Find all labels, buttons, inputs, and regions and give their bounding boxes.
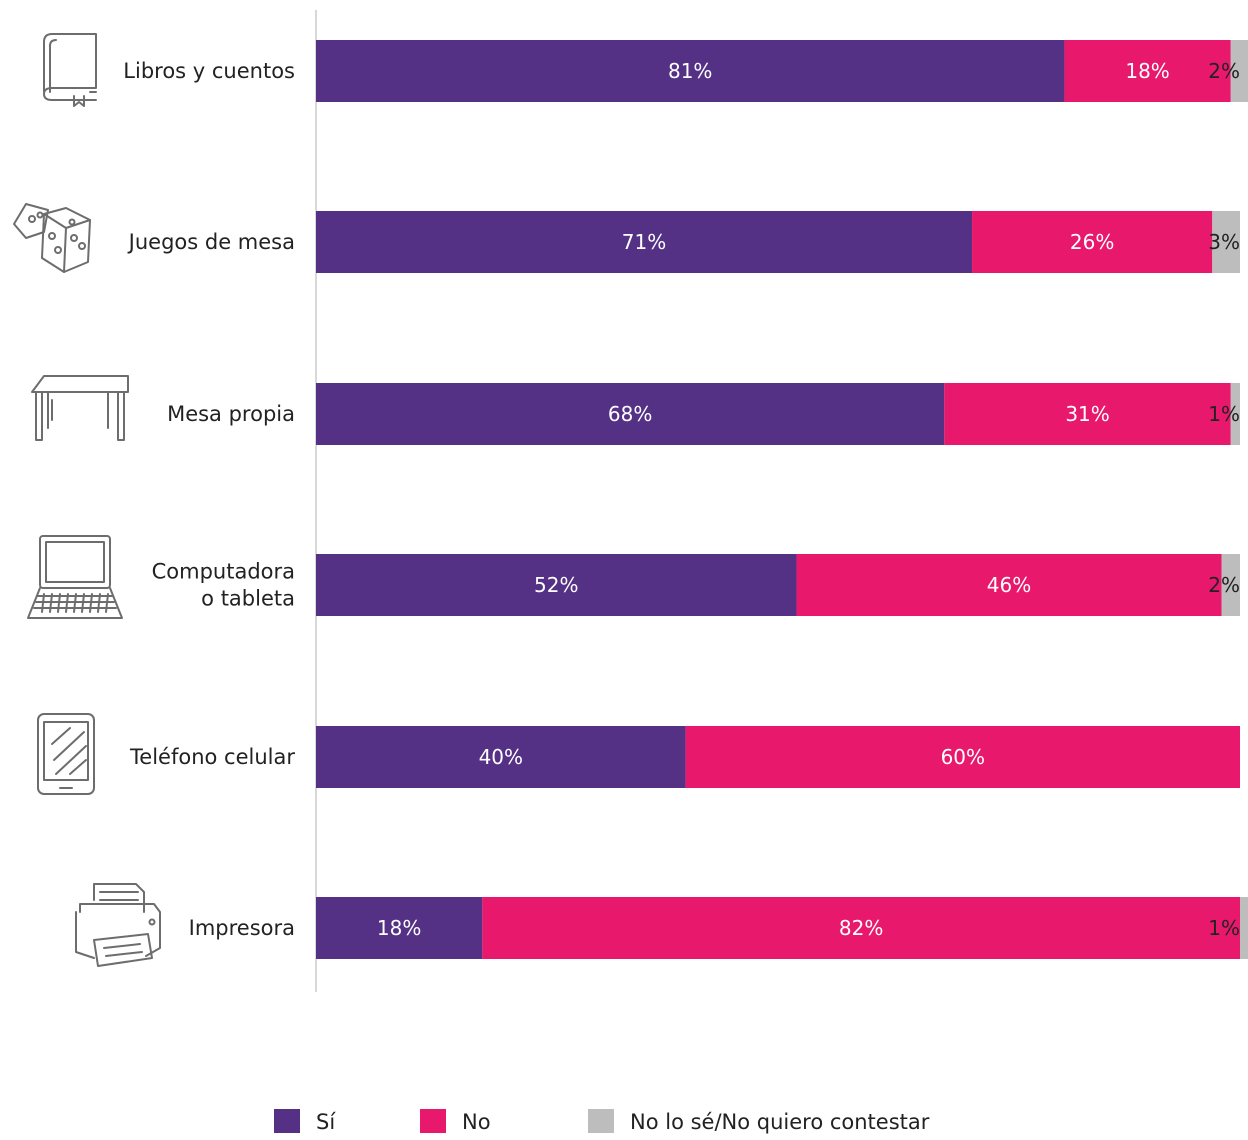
bar-segment [482, 897, 1240, 959]
bar-segment [685, 726, 1240, 788]
category-label: Libros y cuentos [123, 59, 295, 83]
bar-segment [972, 211, 1213, 273]
data-label: 1% [1208, 402, 1240, 426]
legend-swatch [588, 1109, 614, 1133]
bar-segment [316, 897, 483, 959]
phone-icon [37, 713, 95, 795]
data-label: 31% [1065, 402, 1109, 426]
category-label: o tableta [201, 587, 295, 611]
dice-icon [13, 203, 91, 273]
data-label: 26% [1070, 230, 1114, 254]
bar-segment [1212, 211, 1240, 273]
bar-segment [1230, 40, 1248, 102]
bar-segment [944, 383, 1231, 445]
bar-segment [1221, 554, 1240, 616]
bar-segment [316, 383, 945, 445]
data-label: 68% [608, 402, 652, 426]
category-label: Computadora [152, 560, 295, 584]
data-label: 1% [1208, 916, 1240, 940]
data-label: 81% [668, 59, 712, 83]
bar-segment [316, 554, 797, 616]
category-label: Impresora [189, 916, 295, 940]
laptop-icon [27, 535, 123, 619]
bar-segment [316, 40, 1065, 102]
table-icon [31, 375, 129, 441]
bar-segment [796, 554, 1222, 616]
category-label: Juegos de mesa [127, 230, 295, 254]
data-label: 60% [941, 745, 985, 769]
bar-segment [316, 726, 686, 788]
data-label: 18% [1125, 59, 1169, 83]
data-label: 82% [839, 916, 883, 940]
data-label: 2% [1208, 573, 1240, 597]
data-label: 52% [534, 573, 578, 597]
legend-label: No [462, 1110, 491, 1134]
legend-swatch [420, 1109, 446, 1133]
category-label: Teléfono celular [129, 745, 295, 769]
data-label: 71% [622, 230, 666, 254]
data-label: 2% [1208, 59, 1240, 83]
data-label: 3% [1208, 230, 1240, 254]
printer-icon [75, 883, 161, 967]
legend-swatch [274, 1109, 300, 1133]
bar-segment [316, 211, 973, 273]
data-label: 46% [987, 573, 1031, 597]
legend-label: No lo sé/No quiero contestar [630, 1110, 930, 1134]
bar-segment [1240, 897, 1248, 959]
bar-segment [1230, 383, 1240, 445]
data-label: 18% [377, 916, 421, 940]
data-label: 40% [479, 745, 523, 769]
bar-segment [1064, 40, 1231, 102]
category-label: Mesa propia [167, 402, 295, 426]
legend-label: Sí [316, 1110, 336, 1134]
book-icon [43, 33, 97, 107]
